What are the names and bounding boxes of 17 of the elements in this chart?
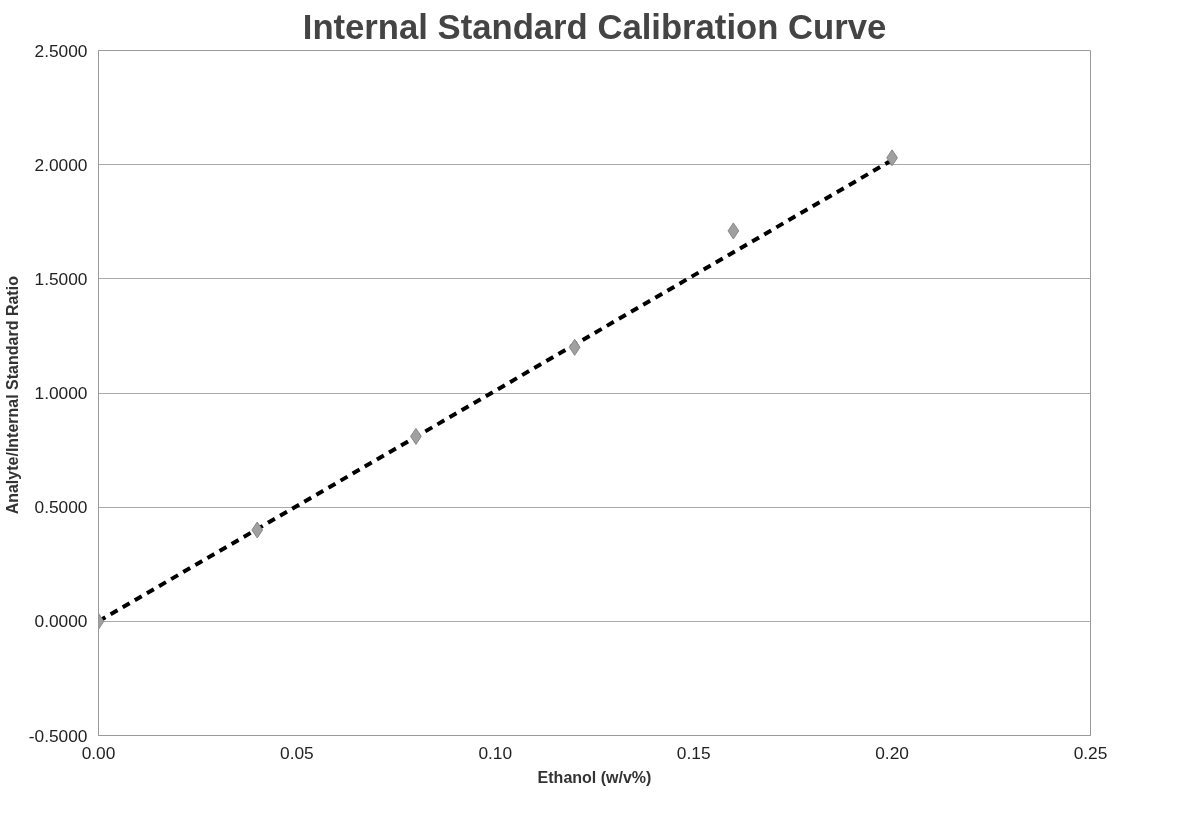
x-tick-label: 0.05 bbox=[280, 742, 314, 763]
x-tick-label: 0.20 bbox=[875, 742, 909, 763]
x-tick-label: 0.25 bbox=[1073, 742, 1108, 763]
y-tick-label: 1.0000 bbox=[34, 383, 88, 403]
x-tick-label: 0.10 bbox=[478, 742, 513, 763]
x-axis-title: Ethanol (w/v%) bbox=[537, 768, 652, 786]
y-tick-label: 2.5000 bbox=[34, 40, 88, 61]
y-tick-label: 0.0000 bbox=[34, 611, 88, 632]
chart-title: Internal Standard Calibration Curve bbox=[302, 7, 887, 46]
y-tick-label: 0.5000 bbox=[34, 497, 88, 518]
point bbox=[568, 338, 581, 356]
y-tick-label: 2.0000 bbox=[34, 154, 88, 175]
y-axis-title: Analyte/Internal Standard Ratio bbox=[3, 275, 21, 515]
y-tick-label: 1.5000 bbox=[34, 268, 88, 289]
x-tick-label: 0.15 bbox=[676, 742, 711, 763]
point bbox=[251, 521, 264, 539]
point bbox=[727, 222, 740, 240]
